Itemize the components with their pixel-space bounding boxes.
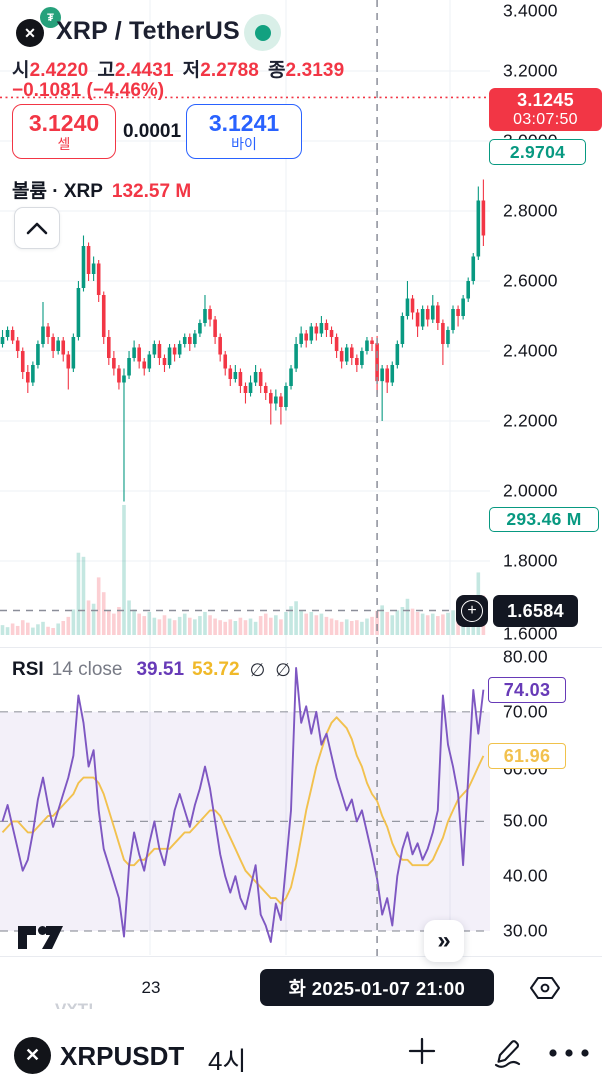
open-value: 2.4220 [29, 60, 89, 81]
tradingview-logo-icon[interactable] [17, 922, 65, 952]
buy-label: 바이 [231, 136, 257, 153]
sell-label: 셀 [57, 136, 71, 153]
symbol-button[interactable]: XRPUSDT [60, 1041, 185, 1071]
xrp-logo-icon[interactable]: ✕ [14, 1037, 51, 1074]
market-open-dot-icon [254, 24, 271, 41]
rsi-axis-label: 40.00 [503, 865, 548, 886]
rsi-legend: RSI 14 close 39.51 53.72 ∅ ∅ [12, 659, 291, 681]
plus-icon: + [461, 600, 483, 622]
bottom-toolbar: ✕ XRPUSDT 4시 [0, 1009, 602, 1080]
low-value: 2.2788 [200, 60, 259, 81]
double-chevron-right-icon: » [437, 927, 451, 954]
rsi-ma-line [1, 716, 485, 905]
rsi-axis-label: 50.00 [503, 810, 548, 831]
last-price-badge: 3.1245 03:07:50 [489, 88, 602, 131]
crosshair-price-badge: 1.6584 [493, 595, 578, 627]
crosshair-volume-badge: 293.46 M [489, 507, 599, 532]
buy-price: 3.1241 [208, 110, 280, 137]
rsi-title: RSI [12, 659, 44, 680]
symbol-title: XRP / TetherUS [56, 17, 240, 45]
high-label: 고 [97, 60, 115, 81]
chart-canvas[interactable] [0, 0, 602, 960]
low-label: 저 [182, 60, 201, 81]
spread-value: 0.0001 [122, 121, 182, 142]
price-axis-label: 3.2000 [503, 60, 558, 81]
price-axis-label: 3.4000 [503, 0, 558, 21]
interval-button[interactable]: 4시 [208, 1046, 247, 1076]
draw-pencil-icon[interactable] [490, 1033, 526, 1069]
volume-legend: 볼륨 · XRP 132.57 M [12, 176, 191, 203]
time-axis-tick: 23 [141, 978, 161, 997]
rsi-line [1, 667, 485, 943]
price-axis-label: 2.6000 [503, 270, 558, 291]
rsi-value: 39.51 [136, 659, 185, 680]
open-label: 시 [12, 60, 30, 81]
settings-icon[interactable] [527, 970, 563, 1006]
bar-countdown: 03:07:50 [513, 110, 578, 128]
rsi-last-badge: 74.03 [488, 677, 566, 703]
close-value: 2.3139 [285, 60, 345, 81]
crosshair [0, 0, 452, 958]
xrp-logo-icon: ✕ [16, 19, 44, 47]
rsi-ma-last-badge: 61.96 [488, 743, 566, 769]
sell-button[interactable]: 3.1240 셀 [12, 104, 116, 159]
chevron-up-icon [26, 222, 48, 235]
buy-button[interactable]: 3.1241 바이 [186, 104, 302, 159]
high-value: 2.4431 [114, 60, 174, 81]
rsi-axis-label: 30.00 [503, 920, 548, 941]
price-axis-label: 2.0000 [503, 480, 558, 501]
rsi-ma-value: 53.72 [192, 659, 240, 680]
time-axis-separator [0, 956, 602, 957]
price-axis-label: 2.8000 [503, 200, 558, 221]
volume-label: 볼륨 · XRP [12, 181, 103, 202]
scroll-right-button[interactable]: » [424, 920, 464, 962]
rsi-axis-label: 70.00 [503, 701, 548, 722]
candles [0, 179, 486, 502]
price-axis-label: 2.4000 [503, 340, 558, 361]
crosshair-date-badge: 화 2025-01-07 21:00 [260, 969, 494, 1006]
volume-bars [0, 504, 486, 635]
ohlc-row: 시2.4220 고2.4431 저2.2788 종2.3139 [12, 55, 353, 82]
volume-value: 132.57 M [111, 181, 192, 202]
hide-indicator-icon[interactable]: ∅ [249, 659, 266, 680]
add-alert-plus-button[interactable]: + [456, 595, 488, 627]
sell-price: 3.1240 [28, 110, 100, 137]
price-change: −0.1081 (−4.46%) [12, 80, 165, 101]
rsi-params: 14 close [51, 659, 123, 680]
pair-logo: ₮ ✕ [16, 7, 62, 51]
tether-logo-icon: ₮ [40, 7, 61, 28]
close-label: 종 [267, 60, 286, 81]
price-axis-label: 1.6000 [503, 623, 558, 644]
collapse-panel-button[interactable] [14, 207, 60, 249]
price-axis-label: 2.2000 [503, 410, 558, 431]
rsi-axis-label: 80.00 [503, 646, 548, 667]
market-status-halo [244, 14, 281, 51]
more-menu-icon[interactable] [546, 1047, 592, 1059]
pane-separator[interactable] [0, 647, 602, 648]
add-icon[interactable] [407, 1036, 437, 1066]
hide-ma-icon[interactable]: ∅ [275, 659, 291, 680]
session-high-badge: 2.9704 [489, 139, 586, 165]
price-axis-label: 1.8000 [503, 550, 558, 571]
